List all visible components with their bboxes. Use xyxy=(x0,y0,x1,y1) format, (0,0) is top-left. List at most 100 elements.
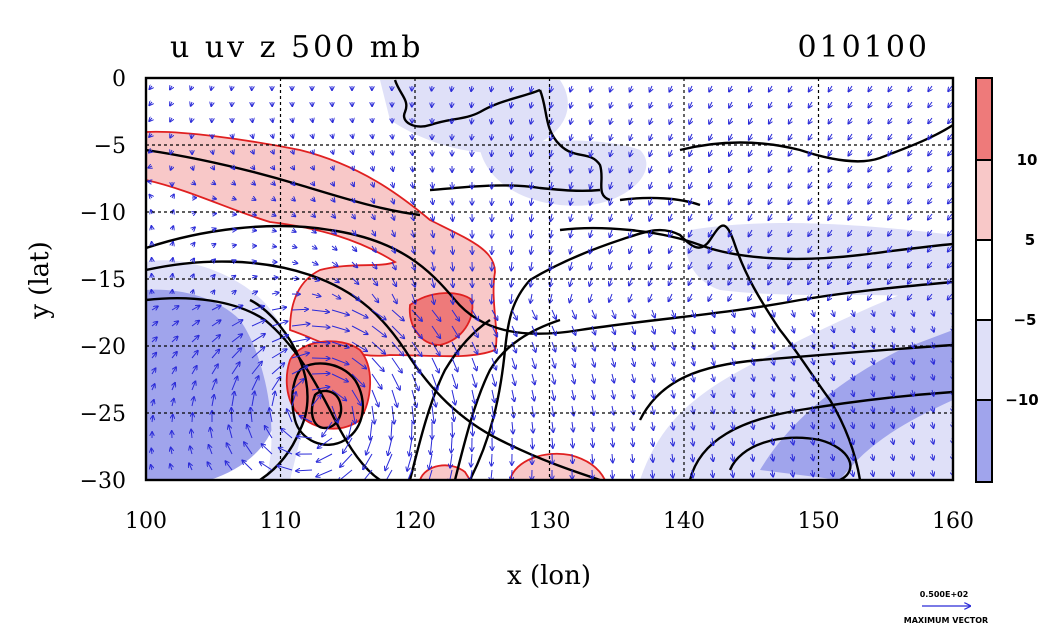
wind-vector xyxy=(551,309,556,319)
wind-vector xyxy=(372,165,373,171)
wind-vector xyxy=(392,197,394,203)
wind-vector xyxy=(572,405,574,415)
wind-vector xyxy=(211,306,221,311)
wind-vector xyxy=(832,437,833,444)
wind-vector xyxy=(570,165,572,172)
wind-vector xyxy=(848,197,852,204)
wind-vector xyxy=(172,415,173,423)
wind-vector xyxy=(828,149,832,156)
wind-vector xyxy=(312,134,313,138)
wind-vector xyxy=(491,117,492,124)
wind-vector xyxy=(385,469,393,480)
wind-vector xyxy=(212,166,214,169)
wind-vector xyxy=(348,421,353,439)
wind-vector xyxy=(451,341,458,355)
wind-vector xyxy=(431,373,438,390)
wind-vector xyxy=(709,229,712,237)
wind-vector xyxy=(848,213,852,220)
wind-vector xyxy=(150,195,153,198)
wind-vector xyxy=(672,453,673,462)
wind-vector xyxy=(412,245,414,253)
wind-vector xyxy=(271,277,278,278)
wind-vector xyxy=(551,325,556,335)
wind-vector xyxy=(612,453,613,462)
wind-vector xyxy=(649,181,652,188)
coastline-borneo xyxy=(393,79,541,128)
wind-vector xyxy=(629,293,632,302)
wind-vector xyxy=(788,261,793,268)
wind-vector xyxy=(852,469,853,476)
wind-vector xyxy=(828,293,833,300)
wind-vector xyxy=(392,245,395,253)
wind-vector xyxy=(672,341,674,350)
shade-neg-east-strong xyxy=(760,330,953,480)
wind-vector xyxy=(610,181,612,189)
wind-vector xyxy=(928,181,933,187)
wind-vector xyxy=(650,101,653,108)
wind-vector xyxy=(208,462,213,471)
wind-vector xyxy=(709,117,712,124)
wind-vector xyxy=(812,309,814,316)
wind-vector xyxy=(432,85,433,91)
wind-vector xyxy=(629,261,632,269)
wind-vector xyxy=(292,198,295,201)
wind-vector xyxy=(492,421,493,434)
wind-vector xyxy=(829,133,833,140)
wind-vector xyxy=(371,293,378,302)
wind-vector xyxy=(892,373,894,380)
wind-vector xyxy=(550,293,552,303)
wind-vector xyxy=(652,325,655,334)
wind-vector xyxy=(712,357,714,365)
x-axis-label: x (lon) xyxy=(507,561,591,591)
plot-area xyxy=(144,76,955,482)
wind-vector xyxy=(412,197,413,204)
wind-vector xyxy=(832,453,833,460)
wind-vector xyxy=(749,101,752,108)
wind-vector xyxy=(792,421,794,429)
wind-vector xyxy=(191,134,192,138)
wind-vector xyxy=(452,229,453,237)
wind-vector xyxy=(212,244,215,246)
wind-vector xyxy=(712,389,714,397)
wind-vector xyxy=(552,437,553,448)
wind-vector xyxy=(692,405,694,413)
wind-vector xyxy=(908,181,912,188)
wind-vector xyxy=(888,101,892,107)
wind-vector xyxy=(332,230,336,234)
wind-vector xyxy=(247,425,253,439)
y-tick-label: −5 xyxy=(94,134,126,159)
wind-vector xyxy=(612,373,614,383)
wind-vector xyxy=(669,277,672,285)
wind-vector xyxy=(471,309,478,320)
wind-vector xyxy=(932,453,933,460)
wind-vector xyxy=(792,437,793,445)
wind-vector xyxy=(848,245,853,252)
wind-vector xyxy=(531,101,532,108)
wind-vector xyxy=(709,165,712,172)
wind-vector xyxy=(251,291,257,294)
wind-vector xyxy=(772,421,774,429)
wind-vector xyxy=(191,430,192,439)
wind-vector xyxy=(630,181,632,189)
wind-vector xyxy=(291,366,307,375)
wind-vector xyxy=(571,309,576,319)
wind-vector xyxy=(331,389,346,400)
wind-vector xyxy=(392,133,393,139)
wind-vector xyxy=(848,277,853,284)
wind-vector xyxy=(149,118,152,121)
wind-vector xyxy=(311,373,330,374)
wind-vector xyxy=(572,373,575,383)
wind-vector xyxy=(151,306,158,310)
wind-vector xyxy=(372,197,374,203)
wind-vector xyxy=(752,453,753,461)
wind-vector xyxy=(471,357,477,370)
wind-vector xyxy=(650,85,652,92)
wind-vector xyxy=(689,117,692,124)
wind-vector xyxy=(452,213,453,221)
wind-vector xyxy=(590,261,592,270)
wind-vector xyxy=(332,118,333,122)
wind-vector xyxy=(370,421,372,440)
wind-vector xyxy=(689,165,692,172)
wind-vector xyxy=(729,149,732,156)
wind-vector xyxy=(251,347,264,359)
